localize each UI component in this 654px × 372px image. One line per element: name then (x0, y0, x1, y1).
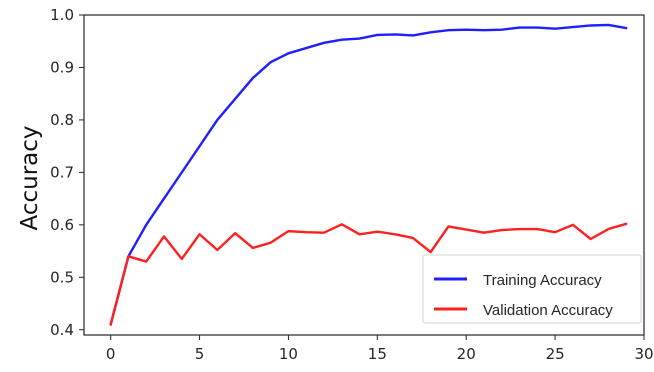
y-tick-label: 0.5 (50, 268, 74, 286)
legend-training-label: Training Accuracy (483, 272, 602, 289)
x-tick-label: 20 (457, 345, 476, 363)
legend-box (422, 254, 642, 324)
x-tick-label: 30 (634, 345, 653, 363)
x-tick-label: 15 (368, 345, 387, 363)
y-tick-label: 0.8 (50, 111, 74, 129)
training-accuracy-line (109, 23, 628, 326)
y-tick-label: 0.9 (50, 58, 74, 76)
x-tick-label: 5 (195, 345, 205, 363)
x-tick-label: 10 (279, 345, 298, 363)
x-tick-label: 25 (546, 345, 565, 363)
y-tick-label: 1.0 (50, 6, 74, 24)
y-tick-label: 0.6 (50, 216, 74, 234)
legend: Training Accuracy Validation Accuracy (422, 254, 642, 324)
y-axis-label: Accuracy (17, 125, 43, 230)
y-tick-label: 0.7 (50, 163, 74, 181)
legend-validation-label: Validation Accuracy (483, 302, 613, 319)
y-tick-label: 0.4 (50, 321, 74, 339)
plot-frame (83, 14, 645, 336)
x-tick-label: 0 (106, 345, 116, 363)
validation-accuracy-line (109, 222, 628, 326)
